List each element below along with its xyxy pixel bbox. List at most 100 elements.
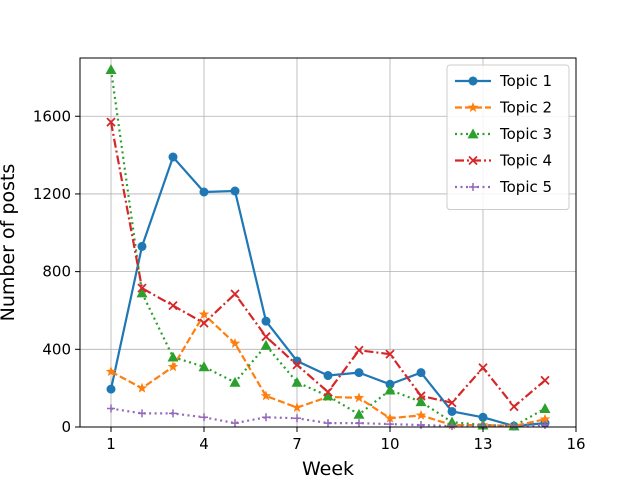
- data-point: [384, 412, 396, 423]
- x-tick-label: 4: [199, 435, 209, 453]
- x-tick-label: 1: [106, 435, 116, 453]
- data-point: [416, 391, 426, 401]
- legend-marker: [469, 183, 477, 191]
- data-point: [229, 337, 241, 348]
- legend: Topic 1 Topic 2 Topic 3 Topic 4 Topic 5: [446, 64, 570, 210]
- y-tick-label: 1200: [33, 185, 71, 203]
- data-point: [539, 413, 551, 424]
- data-point: [355, 419, 363, 428]
- data-point: [136, 382, 148, 393]
- data-point: [137, 241, 147, 251]
- x-tick-label: 7: [292, 435, 302, 453]
- data-point: [448, 422, 456, 431]
- axis-ticks: 1 4 7 10 13 16 0 400 800 1200 1600: [33, 107, 586, 453]
- legend-marker: [467, 102, 479, 112]
- data-point: [260, 339, 272, 350]
- data-point: [107, 404, 115, 413]
- series-line: [110, 407, 546, 428]
- data-point: [291, 402, 303, 413]
- legend-label: Topic 5: [499, 178, 552, 196]
- series-4: [106, 117, 550, 412]
- data-point: [199, 318, 209, 328]
- data-point: [478, 412, 488, 422]
- legend-label: Topic 3: [499, 125, 552, 143]
- data-point: [262, 413, 270, 422]
- data-point: [540, 375, 550, 386]
- data-point: [354, 368, 364, 378]
- data-point: [198, 308, 210, 319]
- series-1: [106, 152, 550, 431]
- data-point: [510, 422, 518, 431]
- data-point: [354, 345, 364, 355]
- x-tick-label: 16: [566, 435, 585, 453]
- legend-label: Topic 2: [499, 99, 552, 117]
- y-tick-label: 800: [42, 263, 71, 281]
- data-point: [137, 283, 147, 293]
- data-point: [322, 390, 334, 401]
- data-point: [138, 409, 146, 418]
- data-point: [167, 351, 179, 362]
- legend-marker: [467, 128, 479, 139]
- data-point: [136, 287, 148, 298]
- legend-item: Topic 4: [455, 152, 552, 170]
- series-line: [109, 121, 546, 408]
- legend-item: Topic 3: [455, 125, 552, 143]
- plot-frame: [79, 57, 577, 428]
- data-point: [106, 384, 116, 394]
- legend-label: Topic 4: [499, 152, 552, 170]
- data-point: [291, 376, 303, 387]
- data-point: [230, 289, 240, 299]
- data-point: [199, 187, 209, 197]
- legend-item: Topic 5: [455, 178, 552, 196]
- data-point: [260, 390, 272, 401]
- legend-box: [446, 64, 570, 210]
- data-point: [105, 64, 117, 75]
- data-point: [385, 349, 395, 359]
- data-point: [385, 379, 395, 389]
- data-point: [447, 406, 457, 416]
- data-point: [417, 421, 425, 430]
- y-axis-label: Number of posts: [0, 164, 19, 322]
- data-point: [446, 416, 458, 427]
- data-point: [167, 361, 179, 372]
- data-point: [261, 316, 271, 326]
- data-point: [198, 361, 210, 372]
- data-point: [106, 117, 116, 127]
- data-point: [229, 376, 241, 387]
- x-tick-label: 13: [473, 435, 492, 453]
- data-point: [353, 392, 365, 403]
- series-line: [109, 69, 546, 428]
- y-tick-label: 400: [42, 340, 71, 358]
- data-point: [169, 409, 177, 418]
- data-point: [416, 368, 426, 378]
- data-point: [261, 332, 271, 342]
- data-point: [200, 413, 208, 422]
- data-point: [539, 403, 551, 413]
- data-point: [168, 152, 178, 162]
- data-point: [478, 363, 488, 373]
- y-tick-label: 1600: [33, 107, 71, 125]
- data-point: [105, 366, 117, 377]
- legend-marker: [468, 155, 478, 166]
- series-layer: [105, 64, 551, 431]
- legend-marker: [468, 76, 478, 86]
- x-tick-label: 10: [380, 435, 399, 453]
- x-axis-label: Week: [302, 458, 354, 480]
- data-point: [324, 419, 332, 428]
- data-point: [323, 387, 333, 397]
- legend-item: Topic 2: [455, 99, 552, 117]
- legend-label: Topic 1: [499, 72, 552, 90]
- data-point: [447, 398, 457, 408]
- data-point: [230, 186, 240, 196]
- data-point: [353, 408, 365, 419]
- data-point: [231, 419, 239, 428]
- data-point: [415, 396, 427, 407]
- data-point: [509, 401, 519, 412]
- data-point: [323, 371, 333, 381]
- y-tick-label: 0: [61, 418, 71, 436]
- data-point: [293, 414, 301, 423]
- data-point: [541, 421, 549, 430]
- data-point: [292, 360, 302, 370]
- legend-item: Topic 1: [455, 72, 552, 90]
